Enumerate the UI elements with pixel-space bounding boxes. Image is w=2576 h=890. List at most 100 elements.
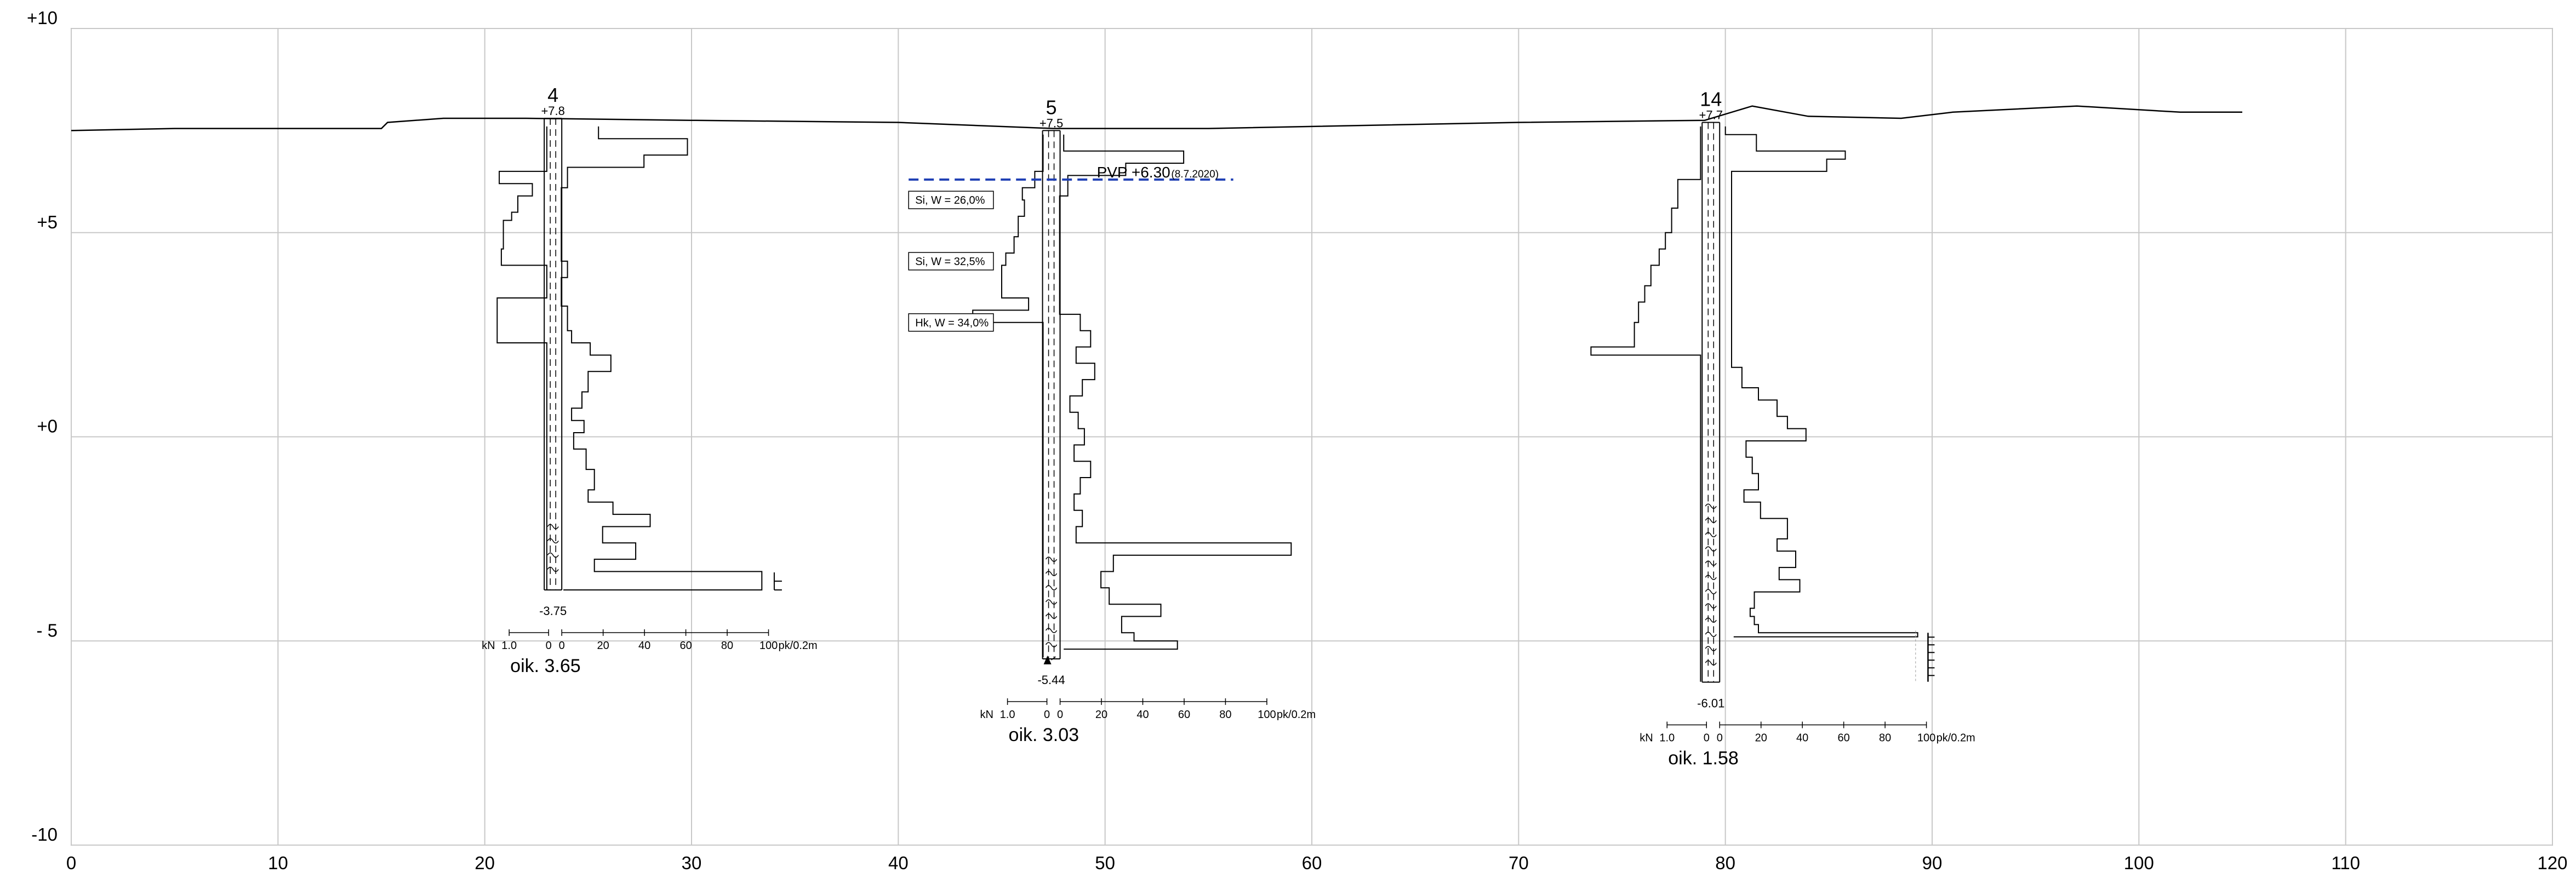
scale-bar: kN 1.0 0 0 20 40 60 80 100 pk/0.2m oik. 3.03 [980,698,1316,745]
borehole-top-level: +7.8 [541,104,564,118]
grid-lines [71,28,2553,846]
borehole-bottom-level: -6.01 [1697,697,1724,710]
scale-tick-label: 60 [1178,709,1190,721]
axes: 0 10 20 30 40 50 60 70 80 90 100 110 120+10+5+0- 5-1… [27,8,2568,873]
soil-wave-mark [1705,646,1717,651]
y-tick-label: -10 [31,824,58,845]
scale-tick-label: 60 [679,640,692,652]
scale-tick-label: 100 [1917,732,1935,744]
scale-tick-label: 40 [1136,709,1149,721]
end-tick [1051,656,1056,661]
borehole-14: 14+7.7 -6.01 kN 1.0 0 0 20 40 60 80 100 pk/0.2m oik.… [1590,88,1975,769]
ground-surface [71,105,2242,131]
x-tick-label: 0 [66,853,76,873]
borehole-5: 5+7.5 -5.44 Si, W = 26,0% Si, W = 32,5% Hk, … [908,96,1316,745]
scale-tick-label: 20 [597,640,609,652]
scale-tick-label: 80 [721,640,733,652]
borehole-top-level: +7.5 [1039,116,1063,130]
scale-unit: pk/0.2m [1277,709,1316,721]
scale-left-value: 1.0 [1000,709,1015,721]
soil-wave-mark [1045,613,1058,619]
scale-unit: pk/0.2m [779,640,818,652]
x-tick-label: 40 [888,853,909,873]
soil-wave-mark [1705,660,1717,665]
scale-tick-label: 20 [1755,732,1767,744]
scale-tick-label: 60 [1838,732,1850,744]
groundwater-level: PVP +6.30 (8.7.2020) [909,164,1233,181]
borehole-note: oik. 1.58 [1668,748,1739,769]
x-tick-label: 120 [2537,853,2567,873]
soil-wave-mark [1705,518,1717,523]
sample-label-box [908,191,994,209]
borehole-bottom-level: -5.44 [1037,673,1065,687]
soil-wave-mark [1705,589,1717,594]
soil-wave-mark [547,566,559,572]
soil-wave-mark [1045,642,1058,647]
x-tick-label: 30 [682,853,702,873]
soil-wave-mark [1705,503,1717,509]
soil-wave-mark [1705,617,1717,623]
soil-wave-mark [1705,631,1717,637]
soil-wave-mark [1705,546,1717,552]
x-tick-label: 70 [1509,853,1529,873]
x-tick-label: 100 [2124,853,2154,873]
blow-count-profile [1724,126,1918,638]
scale-left-value: 1.0 [1659,732,1675,744]
scale-kn-label: kN [1640,732,1653,744]
borehole-top-level: +7.7 [1699,108,1723,122]
soil-wave-mark [1705,532,1717,537]
weight-sounding-profile [496,126,547,590]
scale-zero-right: 0 [559,640,565,652]
borehole-bottom-level: -3.75 [539,604,567,618]
ground-line [71,105,2242,131]
borehole-4: 4+7.8 -3.75 kN 1.0 0 0 20 40 60 80 100 pk/0.2m oik. … [482,84,817,676]
soil-wave-mark [1045,628,1058,633]
soil-wave-mark [1045,585,1058,590]
weight-sounding-profile [1590,126,1701,682]
y-tick-label: +0 [37,416,58,437]
borehole-note: oik. 3.03 [1009,725,1079,745]
scale-kn-label: kN [482,640,495,652]
scale-bar: kN 1.0 0 0 20 40 60 80 100 pk/0.2m oik. 3.65 [482,629,818,676]
scale-tick-label: 100 [759,640,778,652]
scale-zero-left: 0 [1044,709,1050,721]
soil-wave-mark [1045,571,1058,576]
end-stop-icon [773,572,782,591]
groundwater-label: PVP +6.30 [1097,164,1170,181]
scale-left-value: 1.0 [501,640,517,652]
scale-unit: pk/0.2m [1937,732,1975,744]
scale-tick-label: 20 [1095,709,1107,721]
scale-zero-right: 0 [1717,732,1723,744]
borehole-id: 5 [1046,96,1057,118]
soil-wave-mark [1045,599,1058,605]
soil-wave-mark [1045,556,1058,562]
soil-wave-mark [547,524,559,530]
borehole-id: 4 [547,84,558,106]
sample-label-box [908,313,994,332]
sample-label: Si, W = 32,5% [915,256,985,268]
scale-tick-label: 40 [638,640,650,652]
scale-zero-left: 0 [546,640,552,652]
borehole-id: 14 [1700,88,1722,110]
x-tick-label: 60 [1302,853,1322,873]
soil-wave-mark [547,538,559,544]
x-tick-label: 20 [475,853,495,873]
scale-kn-label: kN [980,709,993,721]
soil-wave-mark [1705,560,1717,566]
y-tick-label: +10 [27,8,58,28]
x-tick-label: 10 [268,853,288,873]
sample-label-box [908,252,994,271]
x-tick-label: 90 [1922,853,1943,873]
scale-bar: kN 1.0 0 0 20 40 60 80 100 pk/0.2m oik. 1.58 [1640,721,1975,769]
blow-count-profile [561,126,763,591]
soil-wave-mark [1705,575,1717,580]
end-triangle-icon [1043,656,1052,665]
scale-tick-label: 80 [1879,732,1891,744]
scale-zero-left: 0 [1704,732,1710,744]
scale-tick-label: 40 [1796,732,1808,744]
blow-count-profile [1059,134,1292,650]
x-tick-label: 50 [1095,853,1115,873]
weight-sounding-profile [972,134,1044,658]
